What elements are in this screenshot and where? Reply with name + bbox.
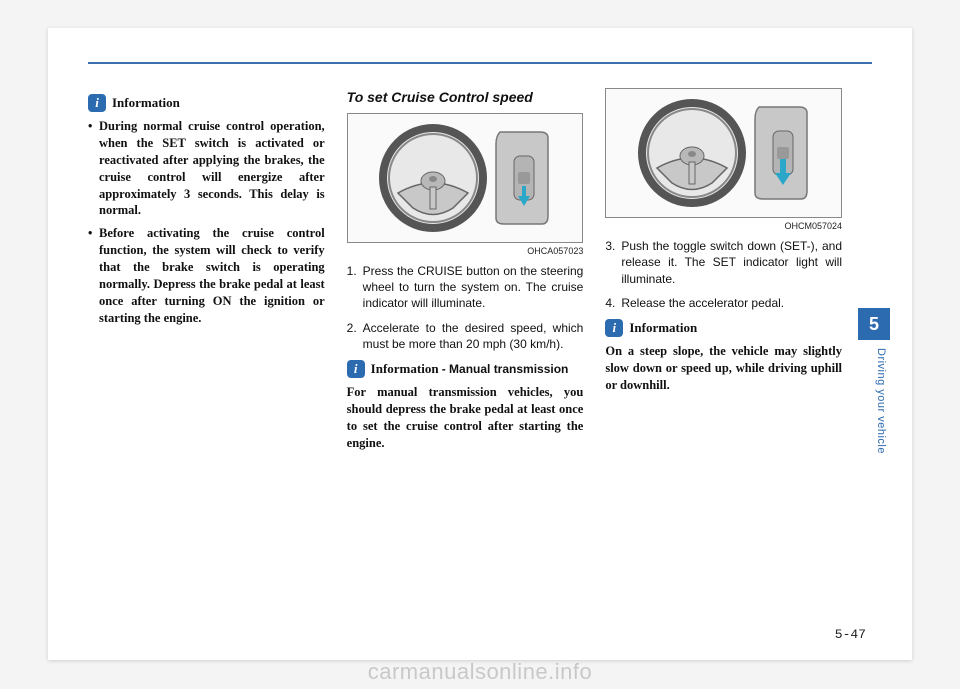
info-heading: i Information bbox=[88, 94, 325, 112]
info-paragraph: For manual transmission vehicles, you sh… bbox=[347, 384, 584, 452]
bullet-item: Before activating the cruise control fun… bbox=[88, 225, 325, 326]
info-icon: i bbox=[347, 360, 365, 378]
steering-wheel-icon bbox=[378, 123, 488, 233]
step-number: 3. bbox=[605, 238, 615, 254]
info-sublabel: - Manual transmission bbox=[442, 362, 569, 376]
info-body: On a steep slope, the vehicle may slight… bbox=[605, 343, 842, 394]
info-icon: i bbox=[605, 319, 623, 337]
step-text: Press the CRUISE button on the steering … bbox=[363, 264, 584, 310]
step-item: 1. Press the CRUISE button on the steeri… bbox=[347, 263, 584, 312]
step-item: 4. Release the accelerator pedal. bbox=[605, 295, 842, 311]
column-1: i Information During normal cruise contr… bbox=[88, 88, 325, 620]
step-number: 2. bbox=[347, 320, 357, 336]
info-paragraph: On a steep slope, the vehicle may slight… bbox=[605, 343, 842, 394]
info-label: Information bbox=[629, 319, 697, 337]
info-label: Information bbox=[371, 361, 439, 376]
step-list: 1. Press the CRUISE button on the steeri… bbox=[347, 263, 584, 352]
figure-steering-wheel-cruise bbox=[347, 113, 584, 243]
info-heading: i Information bbox=[605, 319, 842, 337]
info-bullet-list: During normal cruise control operation, … bbox=[88, 118, 325, 327]
info-label: Information bbox=[112, 94, 180, 112]
section-subtitle: To set Cruise Control speed bbox=[347, 88, 584, 107]
info-icon: i bbox=[88, 94, 106, 112]
step-list: 3. Push the toggle switch down (SET-), a… bbox=[605, 238, 842, 311]
header-rule bbox=[88, 62, 872, 64]
step-text: Release the accelerator pedal. bbox=[621, 296, 784, 310]
step-text: Accelerate to the desired speed, which m… bbox=[363, 321, 584, 351]
figure-caption: OHCA057023 bbox=[347, 245, 584, 257]
column-2: To set Cruise Control speed bbox=[347, 88, 584, 620]
steering-wheel-icon bbox=[637, 98, 747, 208]
chapter-side-label: Driving your vehicle bbox=[875, 348, 887, 454]
bullet-item: During normal cruise control operation, … bbox=[88, 118, 325, 219]
step-item: 3. Push the toggle switch down (SET-), a… bbox=[605, 238, 842, 287]
content-columns: i Information During normal cruise contr… bbox=[88, 88, 842, 620]
page-number: 5-47 bbox=[835, 627, 866, 642]
figure-caption: OHCM057024 bbox=[605, 220, 842, 232]
step-item: 2. Accelerate to the desired speed, whic… bbox=[347, 320, 584, 352]
watermark: carmanualsonline.info bbox=[0, 659, 960, 685]
manual-page: i Information During normal cruise contr… bbox=[48, 28, 912, 660]
column-3: OHCM057024 3. Push the toggle switch dow… bbox=[605, 88, 842, 620]
step-text: Push the toggle switch down (SET-), and … bbox=[621, 239, 842, 285]
step-number: 4. bbox=[605, 295, 615, 311]
set-switch-panel-icon bbox=[751, 103, 811, 203]
cruise-switch-panel-icon bbox=[492, 128, 552, 228]
step-number: 1. bbox=[347, 263, 357, 279]
info-heading: i Information - Manual transmission bbox=[347, 360, 584, 378]
figure-steering-wheel-set bbox=[605, 88, 842, 218]
info-body: For manual transmission vehicles, you sh… bbox=[347, 384, 584, 452]
chapter-tab: 5 bbox=[858, 308, 890, 340]
